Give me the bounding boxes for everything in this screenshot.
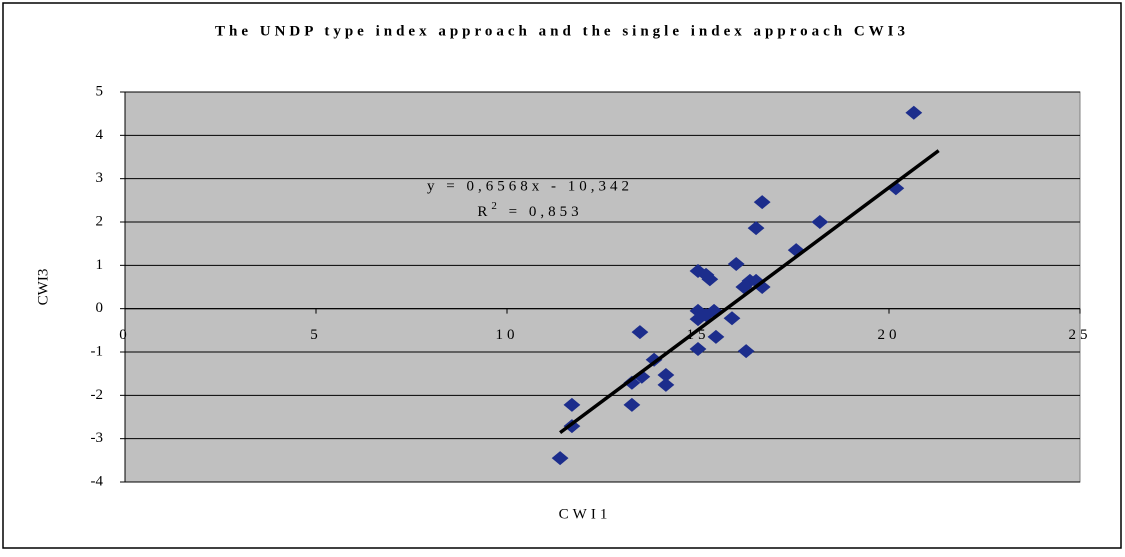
y-axis-label: CWI3 [35,269,51,306]
r2-prefix: R [477,204,491,220]
y-tick-label: 1 [96,257,104,273]
x-tick-label: 5 [310,327,322,343]
data-point [753,195,771,210]
data-point [737,344,755,359]
trendline-r2: R2 = 0,853 [477,200,582,221]
y-tick-label: 3 [96,170,104,186]
data-point [727,257,745,272]
data-point [631,325,649,340]
trendline-equation: y = 0,6568x - 10,342 [427,178,633,194]
data-point [645,352,663,367]
data-point [657,377,675,392]
data-point [701,272,719,287]
r2-suffix: = 0,853 [501,204,583,220]
y-tick-label: -3 [91,430,104,446]
data-point [905,105,923,120]
y-tick-label: 2 [96,213,104,229]
data-point [689,341,707,356]
x-axis-label: CWI1 [559,506,612,522]
y-tick-label: -4 [91,473,104,489]
data-point [811,215,829,229]
data-point [747,221,765,236]
data-point [657,367,675,382]
x-tick-label: 0 [119,327,131,343]
y-tick-label: -1 [91,343,104,359]
y-tick-label: 4 [96,127,104,143]
x-tick-label: 20 [878,327,901,343]
y-tick-label: 0 [96,300,104,316]
data-point [563,397,581,412]
data-point [551,451,569,466]
data-point [707,329,725,344]
trendline [559,149,940,435]
x-tick-label: 25 [1069,327,1092,343]
data-point [623,397,641,412]
chart-title: The UNDP type index approach and the sin… [215,23,909,39]
r2-sup: 2 [491,200,501,212]
y-tick-label: 5 [96,83,104,99]
x-tick-label: 10 [496,327,519,343]
y-tick-label: -2 [91,387,104,403]
x-tick-label: 15 [687,327,710,343]
data-point [723,311,741,326]
plot-area [124,91,1081,483]
data-point [623,375,641,390]
